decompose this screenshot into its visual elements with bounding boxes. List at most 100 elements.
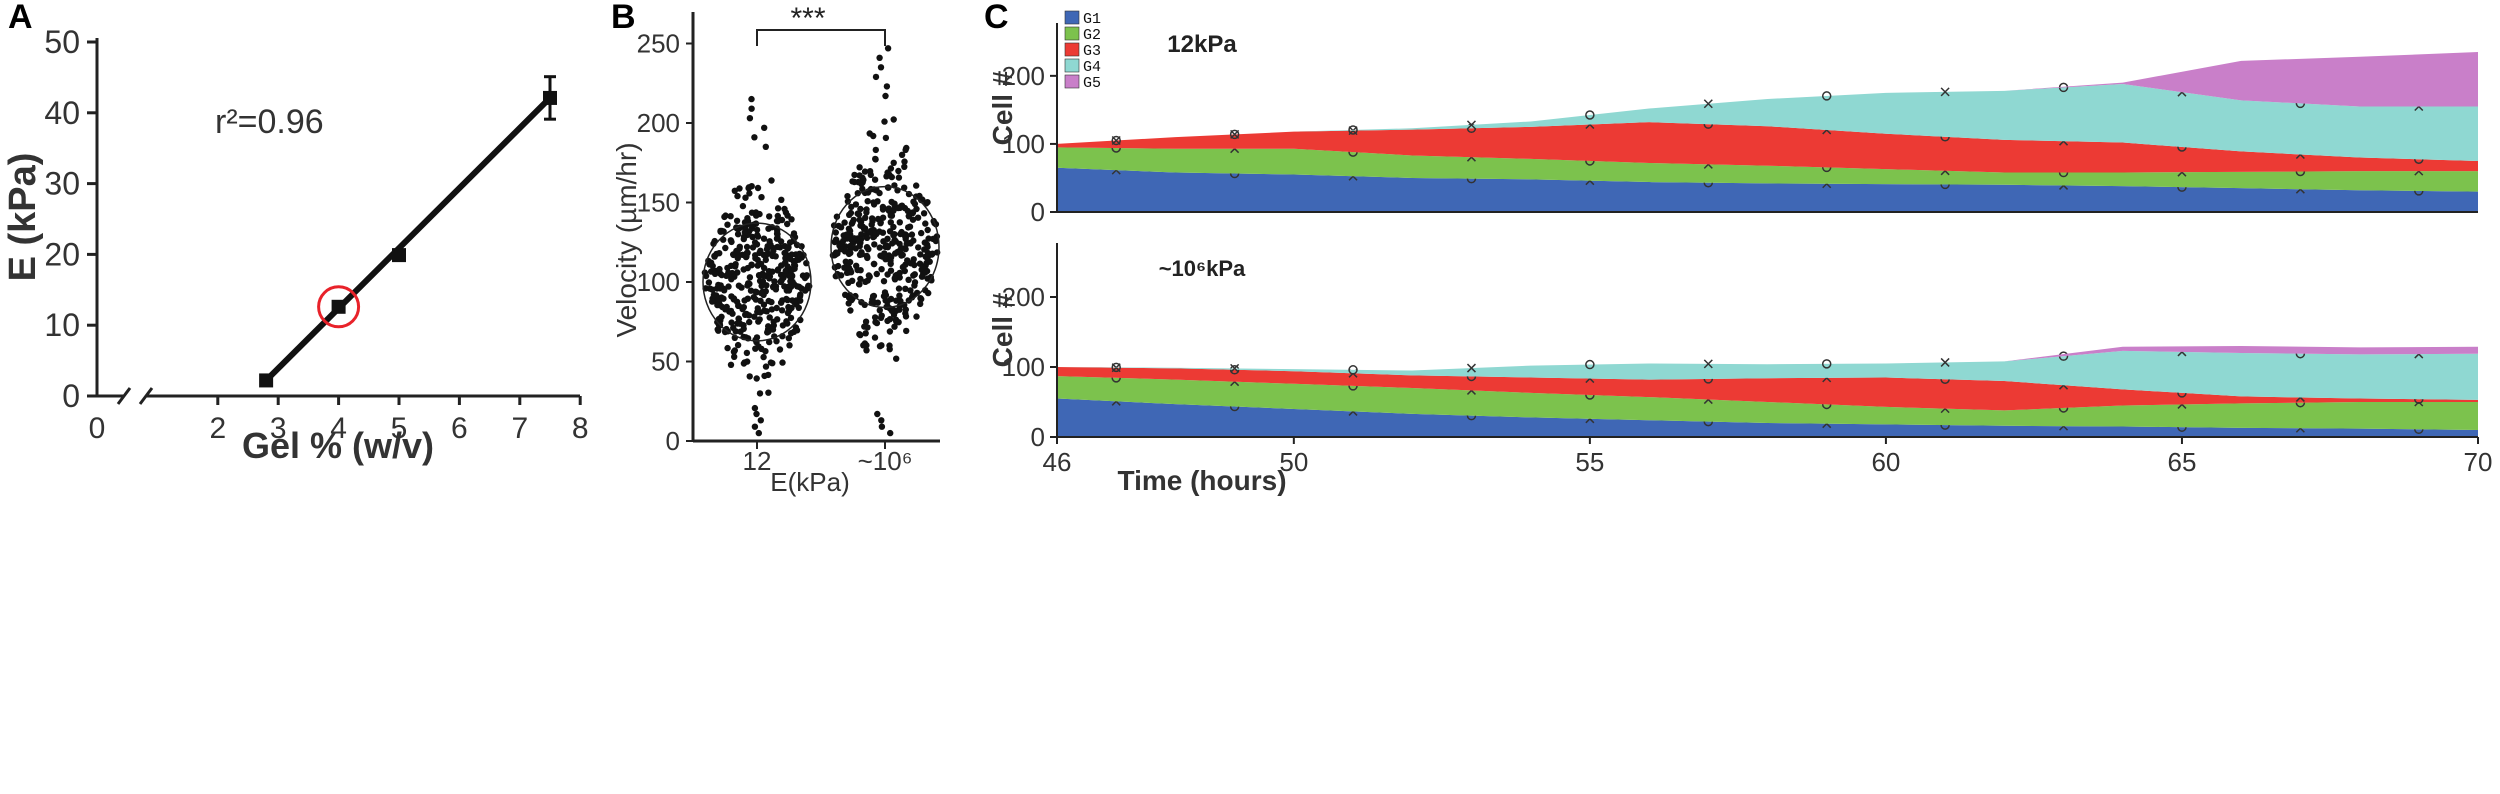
panel-b-data-point bbox=[876, 307, 883, 314]
panel-a-y-tick-label: 40 bbox=[44, 95, 80, 131]
panel-b-data-point bbox=[786, 255, 794, 262]
panel-a-x-tick-label: 5 bbox=[391, 412, 408, 445]
panel-c-x-tick-label: 55 bbox=[1575, 447, 1604, 477]
panel-b-data-point bbox=[924, 243, 931, 251]
panel-b-data-point bbox=[891, 275, 898, 282]
panel-b-data-point bbox=[848, 203, 855, 211]
panel-b-data-point bbox=[757, 309, 764, 316]
panel-b-data-point bbox=[774, 205, 782, 212]
panel-b-data-point bbox=[849, 219, 856, 226]
panel-b-data-point bbox=[842, 291, 849, 298]
panel-b-data-point bbox=[782, 254, 789, 262]
panel-b-data-point bbox=[924, 256, 931, 264]
panel-b-data-point bbox=[734, 192, 741, 200]
panel-b-data-point bbox=[905, 276, 912, 283]
panel-b-data-point bbox=[743, 251, 750, 258]
panel-b-data-point bbox=[903, 327, 910, 335]
panel-b-data-point bbox=[767, 241, 774, 248]
panel-c-marker-circle bbox=[1348, 365, 1358, 375]
panel-a-y-label: E (kPa) bbox=[2, 153, 44, 282]
panel-b-data-point bbox=[856, 164, 863, 171]
panel-b-data-point bbox=[742, 194, 749, 201]
panel-b-data-point bbox=[880, 278, 888, 285]
panel-b-data-point bbox=[766, 314, 773, 321]
panel-b-data-point bbox=[751, 423, 759, 430]
panel-b-data-point bbox=[730, 348, 738, 355]
panel-b-data-point bbox=[777, 278, 784, 286]
panel-b-data-point bbox=[844, 193, 851, 200]
panel-b-data-point bbox=[863, 244, 871, 251]
panel-b-data-point bbox=[715, 327, 722, 334]
panel-b-data-point bbox=[862, 318, 870, 325]
panel-b-data-point bbox=[866, 229, 873, 236]
panel-b-data-point bbox=[754, 231, 761, 239]
panel-b-data-point bbox=[918, 273, 926, 280]
panel-b-data-point bbox=[889, 240, 896, 247]
panel-b-significance-stars: *** bbox=[790, 2, 825, 35]
panel-b-data-point bbox=[917, 295, 924, 302]
panel-b-data-point bbox=[730, 296, 737, 303]
panel-b-data-point bbox=[878, 417, 885, 424]
panel-b-data-point bbox=[871, 334, 879, 341]
panel-b-data-point bbox=[917, 251, 924, 258]
panel-b-data-point bbox=[729, 310, 736, 317]
panel-c-legend-label: G2 bbox=[1083, 27, 1101, 44]
panel-c-area-g5 bbox=[1057, 346, 2478, 371]
panel-c-marker-cross bbox=[1940, 87, 1950, 97]
panel-b-data-point bbox=[731, 353, 738, 360]
panel-b-data-point bbox=[902, 313, 910, 320]
panel-b-data-point bbox=[924, 199, 931, 206]
panel-c: C 0 100 200 0 100 200 46 50 55 60 65 70 Cell # Cel… bbox=[984, 0, 2492, 496]
panel-c-marker-circle bbox=[1821, 91, 1832, 101]
panel-b-data-point bbox=[895, 167, 902, 175]
panel-a-highlight-circle bbox=[317, 285, 361, 329]
panel-b-data-point bbox=[876, 244, 883, 251]
panel-b-data-point bbox=[788, 216, 795, 223]
panel-b-data-point bbox=[782, 209, 790, 216]
panel-b-data-point bbox=[896, 240, 903, 248]
panel-b-data-point bbox=[915, 244, 922, 251]
panel-b-data-point bbox=[903, 240, 910, 248]
panel-c-legend-label: G4 bbox=[1083, 59, 1101, 76]
panel-b-data-point bbox=[761, 372, 768, 380]
panel-b-data-point bbox=[759, 272, 767, 279]
panel-b-data-point bbox=[714, 301, 721, 309]
panel-b-data-point bbox=[886, 171, 893, 178]
panel-b-data-point bbox=[762, 363, 770, 370]
panel-b-data-point bbox=[756, 390, 764, 397]
panel-b-data-point bbox=[854, 190, 861, 197]
panel-b-data-point bbox=[754, 262, 761, 269]
panel-b-data-point bbox=[757, 247, 764, 254]
panel-b-data-point bbox=[728, 319, 735, 326]
panel-b-data-point bbox=[721, 213, 728, 221]
panel-b-data-point bbox=[903, 232, 910, 239]
panel-b-data-point bbox=[716, 250, 723, 257]
panel-c-area-g3 bbox=[1057, 367, 2478, 411]
panel-a-label: A bbox=[8, 0, 33, 36]
panel-c-marker-circle bbox=[1348, 125, 1358, 135]
panel-b-data-point bbox=[754, 184, 762, 192]
panel-b-data-point bbox=[884, 298, 891, 305]
panel-c-area-g4 bbox=[1057, 350, 2478, 400]
panel-b-data-point bbox=[768, 306, 776, 313]
panel-b-data-point bbox=[846, 211, 853, 218]
panel-c-legend-swatch bbox=[1064, 42, 1080, 57]
panel-a-y-tick-label: 50 bbox=[44, 24, 80, 60]
panel-b-data-point bbox=[857, 275, 864, 283]
panel-b-data-point bbox=[724, 221, 731, 228]
panel-b-data-point bbox=[911, 282, 918, 289]
panel-b: B 0 50 100 150 200 250 12 ~10⁶ *** Velocity (µ… bbox=[611, 0, 941, 497]
panel-b-data-point bbox=[769, 268, 776, 275]
panel-b-data-point bbox=[905, 213, 913, 220]
panel-b-data-point bbox=[779, 322, 787, 329]
panel-a-x-tick-label: 2 bbox=[209, 412, 226, 445]
panel-b-data-point bbox=[835, 262, 842, 270]
panel-b-data-point bbox=[891, 323, 898, 330]
panel-a-x-tick-label: 4 bbox=[330, 412, 347, 445]
panel-b-data-point bbox=[734, 341, 742, 349]
panel-b-data-point bbox=[871, 241, 878, 248]
panel-b-data-point bbox=[868, 299, 875, 306]
panel-b-data-point bbox=[776, 346, 784, 353]
panel-c-area-g2 bbox=[1057, 147, 2478, 192]
